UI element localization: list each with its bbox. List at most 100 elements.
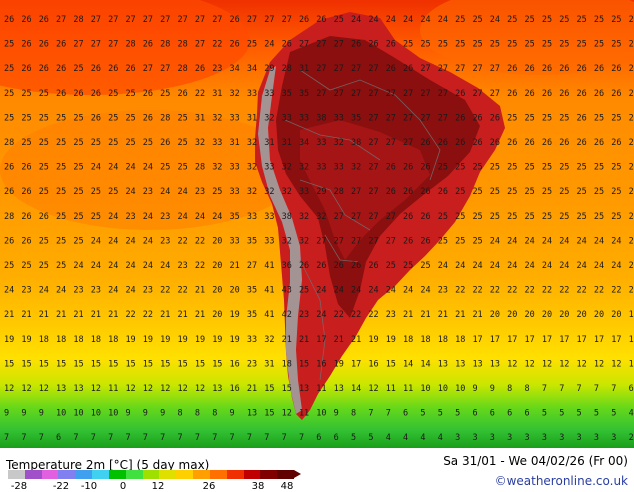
temperature-value: 26: [403, 64, 413, 74]
temperature-value: 28: [282, 64, 292, 74]
temperature-value: 25: [455, 212, 465, 222]
temperature-value: 7: [559, 384, 564, 394]
colorbar-tick: 0: [119, 481, 127, 492]
temperature-value: 24: [490, 236, 500, 246]
temperature-value: 22: [368, 310, 378, 320]
temperature-value: 23: [73, 286, 83, 296]
temperature-value: 24: [108, 261, 118, 271]
temperature-value: 19: [160, 335, 170, 345]
temperature-value: 38: [282, 212, 292, 222]
temperature-map[interactable]: 26 26 26 27 28 27 27 27 27 27 27 27 27 26 27 27 27 26 26 25…: [0, 0, 634, 448]
temperature-value: 15: [73, 359, 83, 369]
temperature-value: 25: [542, 113, 552, 123]
temperature-value: 33: [299, 187, 309, 197]
temperature-value: 23: [212, 64, 222, 74]
temperature-value: 22: [195, 236, 205, 246]
temperature-value: 22: [611, 286, 621, 296]
temperature-value: 25: [455, 15, 465, 25]
temperature-value: 25: [559, 212, 569, 222]
temperature-value: 22: [195, 261, 205, 271]
temperature-value: 27: [56, 15, 66, 25]
temperature-value: 25: [438, 236, 448, 246]
temperature-value: 24: [125, 261, 135, 271]
temperature-value: 31: [264, 359, 274, 369]
temperature-value: 25: [559, 163, 569, 173]
temperature-value: 25: [4, 40, 14, 50]
temperature-value: 16: [230, 384, 240, 394]
temperature-value: 26: [403, 187, 413, 197]
temperature-value: 26: [559, 64, 569, 74]
temperature-value: 34: [299, 138, 309, 148]
temperature-value: 38: [316, 113, 326, 123]
credit-link[interactable]: ©weatheronline.co.uk: [494, 474, 628, 488]
atlantic-warm-area: [420, 0, 634, 75]
colorbar-tick: 38: [251, 481, 265, 492]
temperature-value: 9: [160, 409, 165, 419]
temperature-value: 12: [143, 384, 153, 394]
temperature-value: 27: [143, 15, 153, 25]
temperature-value: 33: [264, 89, 274, 99]
temperature-value: 31: [247, 113, 257, 123]
temperature-value: 25: [629, 113, 634, 123]
temperature-value: 24: [629, 187, 634, 197]
temperature-value: 15: [299, 359, 309, 369]
temperature-value: 25: [56, 236, 66, 246]
temperature-value: 26: [525, 138, 535, 148]
map-canvas: 26 26 26 27 28 27 27 27 27 27 27 27 27 26 27 27 27 26 26 25…: [0, 0, 634, 448]
temperature-value: 23: [143, 286, 153, 296]
temperature-value: 41: [264, 286, 274, 296]
temperature-value: 28: [160, 40, 170, 50]
temperature-value: 18: [39, 335, 49, 345]
temperature-value: 24: [386, 286, 396, 296]
temperature-value: 21: [403, 310, 413, 320]
temperature-value: 25: [525, 212, 535, 222]
temperature-value: 26: [611, 138, 621, 148]
temperature-value: 26: [507, 64, 517, 74]
temperature-value: 27: [316, 236, 326, 246]
temperature-value: 32: [351, 163, 361, 173]
temperature-value: 8: [507, 384, 512, 394]
temperature-value: 27: [143, 64, 153, 74]
temperature-value: 17: [507, 335, 517, 345]
temperature-value: 27: [316, 64, 326, 74]
temperature-value: 26: [178, 89, 188, 99]
temperature-value: 29: [264, 64, 274, 74]
temperature-value: 20: [490, 310, 500, 320]
temperature-value: 24: [611, 236, 621, 246]
temperature-value: 25: [577, 187, 587, 197]
temperature-value: 25: [39, 163, 49, 173]
temperature-value: 22: [559, 286, 569, 296]
temperature-value: 27: [351, 89, 361, 99]
temperature-value: 17: [316, 335, 326, 345]
temperature-value: 26: [39, 15, 49, 25]
temperature-value: 27: [264, 15, 274, 25]
pacific-mid-area: [0, 110, 300, 230]
temperature-value: 25: [39, 261, 49, 271]
temperature-value: 33: [264, 212, 274, 222]
temperature-value: 5: [559, 409, 564, 419]
temperature-value: 3: [542, 433, 547, 443]
temperature-value: 27: [472, 64, 482, 74]
temperature-value: 27: [282, 15, 292, 25]
temperature-value: 7: [386, 409, 391, 419]
temperature-value: 26: [403, 163, 413, 173]
temperature-value: 15: [282, 384, 292, 394]
temperature-value: 17: [594, 335, 604, 345]
map-footer: Temperature 2m [°C] (5 day max) Sa 31/01…: [0, 448, 634, 490]
map-title: Temperature 2m [°C] (5 day max): [6, 458, 210, 472]
temperature-value: 27: [455, 64, 465, 74]
temperature-value: 7: [4, 433, 9, 443]
temperature-value: 25: [73, 212, 83, 222]
temperature-value: 23: [629, 261, 634, 271]
temperature-value: 23: [299, 310, 309, 320]
colorbar-end-arrow: [294, 470, 301, 478]
temperature-value: 9: [230, 409, 235, 419]
temperature-value: 7: [611, 384, 616, 394]
temperature-value: 25: [542, 40, 552, 50]
temperature-value: 35: [351, 113, 361, 123]
temperature-value: 10: [455, 384, 465, 394]
temperature-value: 26: [299, 261, 309, 271]
temperature-value: 25: [490, 212, 500, 222]
temperature-value: 22: [594, 286, 604, 296]
temperature-value: 23: [629, 236, 634, 246]
